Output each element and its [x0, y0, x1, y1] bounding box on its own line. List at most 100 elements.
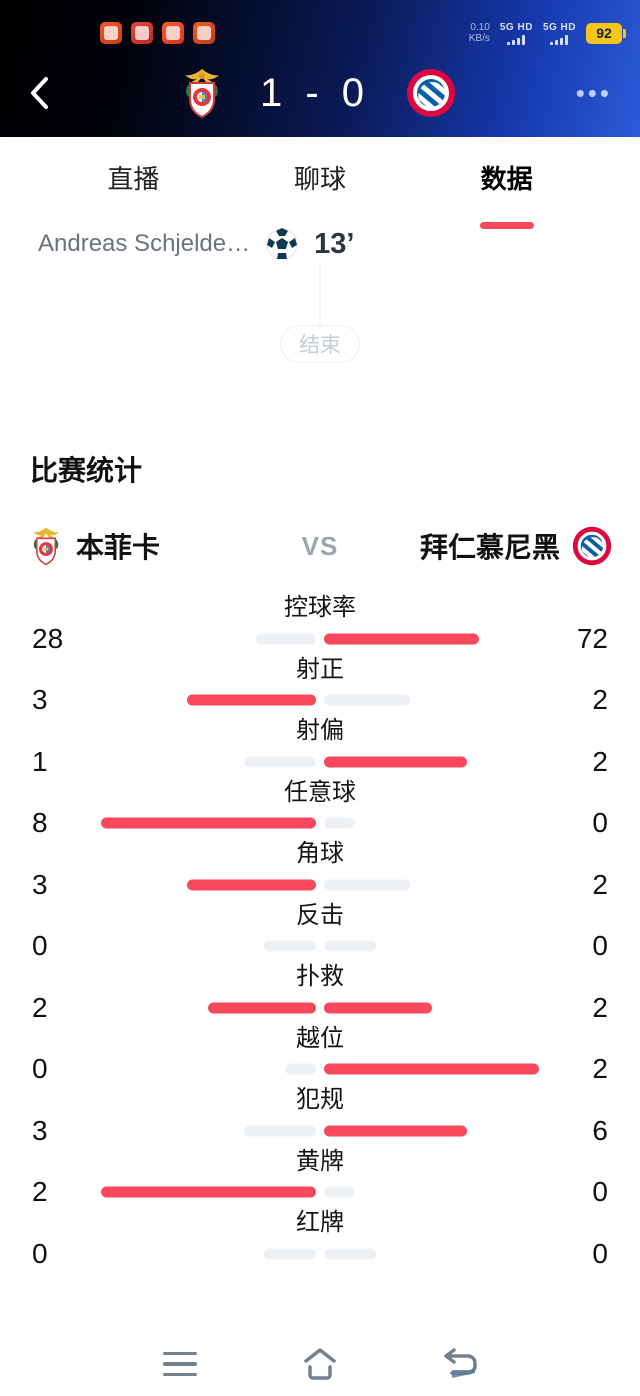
kuaishou-app-icon — [162, 22, 184, 44]
home-team: 本菲卡 — [28, 526, 160, 566]
match-header: 0.10 KB/s 5G HD 5G HD 92 — [0, 0, 640, 137]
away-stat-bar — [324, 940, 376, 952]
stat-label: 射偏 — [296, 717, 344, 744]
away-stat-value: 2 — [592, 868, 608, 900]
stat-label: 越位 — [296, 1024, 344, 1052]
away-stat-bar — [324, 756, 467, 767]
stat-row: 反击 0 0 — [0, 899, 640, 962]
away-stat-bar — [324, 694, 410, 706]
goal-event-row: Andreas Schjelde… 13’ — [0, 215, 640, 261]
more-options-button[interactable]: ••• — [575, 77, 612, 108]
stat-label: 犯规 — [296, 1086, 344, 1113]
away-stat-value: 0 — [592, 807, 608, 838]
stat-row: 红牌 0 0 — [0, 1206, 640, 1269]
away-stat-bar — [324, 1186, 355, 1198]
signal-bars-icon — [507, 34, 526, 45]
stat-label: 任意球 — [284, 778, 356, 806]
home-stat-value: 2 — [32, 991, 48, 1023]
match-end-badge: 结束 — [280, 325, 360, 363]
system-nav-bar — [0, 1332, 640, 1396]
home-stat-value: 1 — [32, 745, 48, 777]
goal-minute: 13’ — [314, 227, 355, 260]
away-stat-bar — [324, 1248, 376, 1259]
stat-label: 红牌 — [296, 1209, 344, 1236]
home-stat-value: 28 — [32, 622, 64, 654]
timeline-connector — [319, 265, 321, 325]
stat-row: 角球 3 2 — [0, 837, 640, 900]
away-stat-bar — [324, 1002, 432, 1013]
tab-直播[interactable]: 直播 — [107, 164, 160, 194]
vs-label: VS — [301, 530, 339, 561]
away-stat-bar — [324, 1063, 539, 1075]
away-team-name: 拜仁慕尼黑 — [419, 532, 560, 563]
back-nav-button[interactable] — [437, 1344, 483, 1384]
stat-label: 扑救 — [296, 963, 344, 990]
home-team-name: 本菲卡 — [76, 532, 161, 563]
stat-label: 角球 — [296, 840, 344, 867]
stats-section-title: 比赛统计 — [30, 455, 143, 486]
battery-indicator: 92 — [586, 22, 626, 44]
match-stats-list: 控球率 28 72 射正 3 2 射偏 1 2 任意球 8 0 角球 3 2 反击 0 0 扑救 2 2 越位 0 2 犯规 3 6… — [0, 591, 640, 1269]
away-stat-value: 6 — [592, 1114, 608, 1146]
tab-bar: 直播 聊球 数据 — [0, 137, 640, 229]
away-stat-bar — [324, 817, 355, 829]
home-stat-bar — [244, 756, 316, 767]
sim2-signal: 5G HD — [543, 22, 576, 45]
home-stat-bar — [244, 1125, 316, 1136]
benfica-crest-icon — [32, 527, 60, 566]
home-stat-value: 0 — [32, 1053, 48, 1084]
home-stat-bar — [101, 1186, 316, 1198]
tab-聊球[interactable]: 聊球 — [293, 164, 346, 194]
away-stat-bar — [324, 1125, 467, 1136]
home-icon — [304, 1348, 336, 1380]
stat-row: 黄牌 2 0 — [0, 1145, 640, 1208]
toutiao-app-icon — [131, 22, 153, 44]
score: 1 - 0 — [259, 70, 371, 115]
home-stat-value: 3 — [32, 868, 48, 900]
sim1-signal: 5G HD — [500, 22, 533, 45]
goal-scorer-name: Andreas Schjelde… — [38, 230, 251, 257]
away-stat-bar — [324, 879, 410, 890]
home-stat-bar — [187, 879, 316, 890]
status-bar: 0.10 KB/s 5G HD 5G HD 92 — [0, 0, 640, 52]
bayern-munich-crest-icon — [407, 69, 456, 117]
home-stat-bar — [256, 633, 316, 644]
menu-icon — [163, 1351, 197, 1377]
news-app-icon — [100, 22, 122, 44]
home-stat-value: 2 — [32, 1176, 48, 1207]
stat-row: 控球率 28 72 — [0, 591, 640, 654]
active-tab-underline — [479, 222, 534, 229]
back-button[interactable] — [28, 76, 68, 110]
away-stat-value: 2 — [592, 1053, 608, 1084]
home-stat-bar — [187, 694, 316, 706]
bayern-munich-crest-icon — [572, 526, 612, 566]
away-stat-value: 0 — [592, 930, 608, 961]
away-stat-value: 2 — [592, 991, 608, 1023]
home-stat-bar — [208, 1002, 316, 1013]
benfica-crest-icon — [184, 69, 219, 119]
home-stat-bar — [264, 1248, 316, 1259]
video-app-icon — [193, 22, 215, 44]
home-stat-value: 3 — [32, 1114, 48, 1146]
away-stat-value: 2 — [592, 745, 608, 777]
stat-row: 越位 0 2 — [0, 1022, 640, 1085]
stat-row: 犯规 3 6 — [0, 1083, 640, 1146]
away-stat-value: 72 — [576, 622, 608, 654]
notification-icons — [100, 22, 215, 44]
away-stat-value: 0 — [592, 1176, 608, 1207]
home-button[interactable] — [297, 1344, 343, 1384]
away-stat-value: 0 — [592, 1237, 608, 1269]
tab-数据[interactable]: 数据 — [479, 159, 534, 229]
away-stat-value: 2 — [592, 684, 608, 715]
teams-row: 本菲卡 VS 拜仁慕尼黑 — [0, 523, 640, 569]
stat-row: 任意球 8 0 — [0, 776, 640, 839]
signal-bars-icon — [550, 34, 569, 45]
stat-row: 射偏 1 2 — [0, 714, 640, 777]
return-arrow-icon — [444, 1348, 477, 1378]
home-stat-value: 3 — [32, 684, 48, 715]
home-stat-value: 8 — [32, 807, 48, 838]
away-team: 拜仁慕尼黑 — [420, 526, 612, 566]
menu-button[interactable] — [157, 1344, 203, 1384]
home-stat-bar — [285, 1063, 316, 1075]
goal-ball-icon — [266, 228, 298, 260]
